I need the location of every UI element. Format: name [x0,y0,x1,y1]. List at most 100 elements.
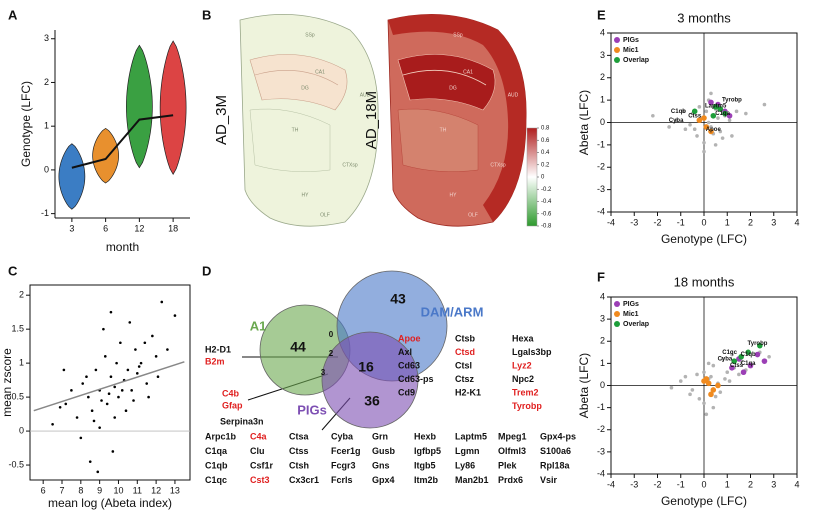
region-label: SSp [453,32,463,38]
gene-label: C1qa [741,361,756,367]
y-tick-label: -0.5 [8,459,24,469]
point [62,368,66,372]
series-point [729,365,735,371]
panel-label: D [202,263,211,278]
gene: Cst3 [250,475,270,485]
gene: Csf1r [250,460,274,470]
violin [58,143,86,210]
series-point [740,369,747,376]
gene: B2m [205,356,225,366]
background-point [706,120,711,125]
background-point [744,111,748,116]
point [111,450,115,453]
venn-count: 0 [329,330,334,339]
region-label: AUD [508,92,519,98]
panel-label: E [597,7,606,22]
x-tick-label: 11 [133,485,142,495]
background-point [704,109,709,114]
x-tick-label: 12 [151,485,161,495]
series-point [731,358,738,364]
gene: Serpina3n [220,416,264,426]
x-tick-label: -4 [607,217,615,227]
background-point [713,394,718,399]
gene: Ctsd [455,347,475,357]
venn-count: 36 [364,393,380,409]
section-label: AD_3M [213,95,230,145]
gene: Ctss [289,446,309,456]
point [128,321,132,324]
background-point [713,143,718,147]
y-tick-label: -3 [597,184,605,194]
violin [126,44,153,169]
background-point [711,405,716,410]
gene: Npc2 [512,374,534,384]
gene: C1qa [205,446,228,456]
point [151,334,154,338]
trend-line [33,361,185,412]
colorbar-tick-label: 0.2 [541,162,550,168]
region-label: SSp [305,32,315,38]
series-point [726,112,733,119]
background-point [697,396,702,401]
x-tick-label: 0 [701,479,706,489]
y-tick-label: -2 [597,424,605,434]
colorbar-tick-label: -0.6 [541,211,552,217]
point [98,426,101,429]
gene: Itgb5 [414,460,436,470]
y-tick-label: -1 [41,208,49,218]
plot-frame [29,284,191,481]
background-point [706,361,711,366]
background-point [730,134,734,138]
background-point [709,125,713,129]
x-tick-label: -3 [630,479,638,489]
point [160,300,164,304]
background-point [727,118,732,123]
region-label: DG [301,85,309,91]
background-point [762,102,767,107]
region-label: TH [440,127,447,133]
y-tick-label: 2 [600,72,605,82]
legend-swatch [614,37,620,43]
point [119,341,122,345]
x-tick-label: -2 [653,217,661,227]
gene: Hexa [512,333,535,343]
gene: Ctsz [455,374,475,384]
background-point [727,379,732,383]
gene: Rpl18a [540,460,571,470]
background-point [718,129,723,134]
y-tick-label: -1 [597,402,605,412]
y-tick-label: 1 [44,121,49,131]
gene-label: C1qa [715,111,730,117]
background-point [709,91,713,96]
point [124,409,128,412]
y-tick-label: -3 [597,446,605,456]
gene: Ctsb [455,333,476,343]
x-tick-label: 12 [134,223,144,233]
gene: Cd9 [398,387,415,397]
region-label: CTXsp [490,162,506,168]
gene: Lgmn [455,446,480,456]
point [135,372,139,375]
series-point [708,128,714,135]
x-tick-label: 0 [701,217,706,227]
point [100,399,103,402]
gene: Ly86 [455,460,475,470]
gene: Lyz2 [512,360,532,370]
point [113,385,117,389]
y-axis-label: Abeta (LFC) [577,353,591,418]
brain-3m [239,13,379,227]
series-point [701,378,707,384]
background-point [702,149,706,154]
background-point [725,370,730,375]
gene: Tyrobp [512,401,542,411]
region-label: HY [302,192,310,198]
point [143,341,147,345]
x-tick-label: 6 [103,223,108,233]
x-tick-label: 8 [78,485,83,495]
legend-swatch [614,321,620,327]
legend-swatch [614,311,620,317]
series-point [754,351,761,358]
y-tick-label: 0 [600,380,605,390]
x-tick-label: 7 [59,485,64,495]
background-point [737,372,741,377]
